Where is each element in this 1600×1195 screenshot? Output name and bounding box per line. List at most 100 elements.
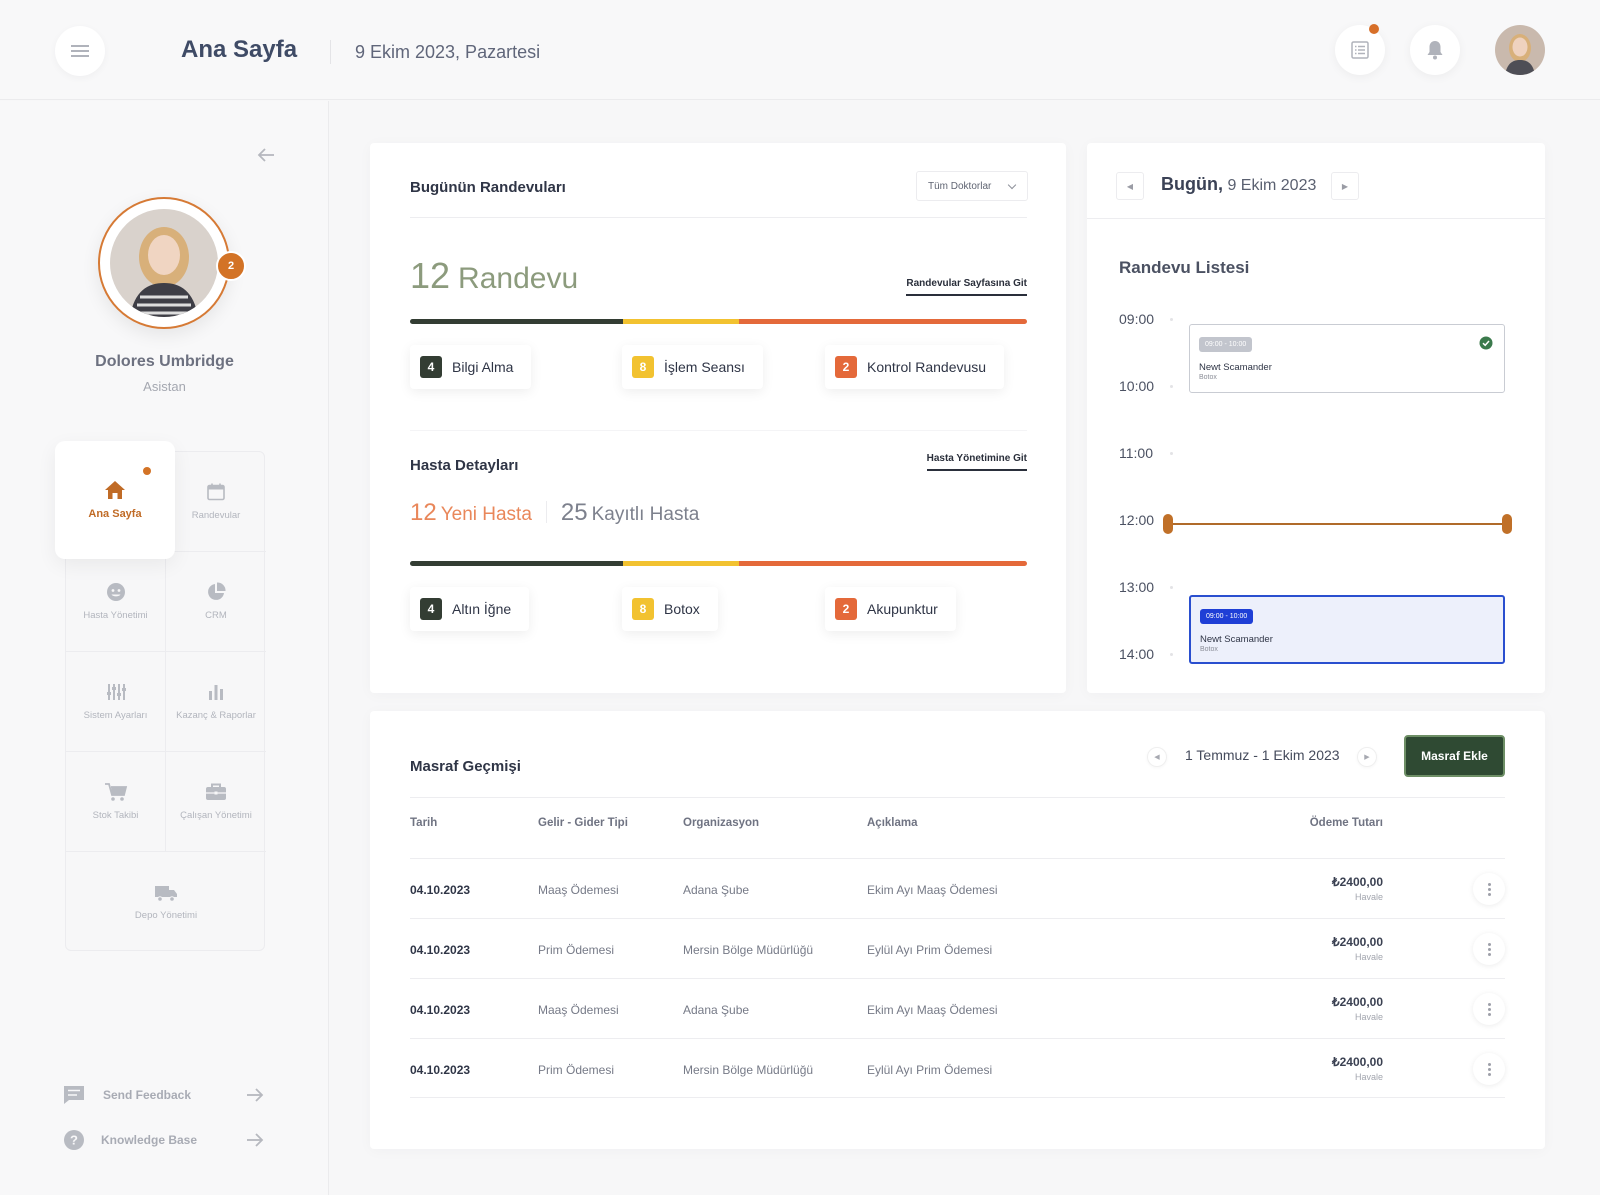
table-row[interactable]: 04.10.2023 Prim Ödemesi Mersin Bölge Müd… [410, 1038, 1505, 1098]
appointment-count: 12 Randevu [410, 255, 578, 297]
treatment-type-chip[interactable]: 4 Altın İğne [410, 587, 530, 631]
expense-history-card: Masraf Geçmişi ◀ 1 Temmuz - 1 Ekim 2023 … [370, 711, 1545, 1149]
chevron-left-icon: ◀ [1154, 754, 1160, 761]
cell-type: Maaş Ödemesi [538, 883, 619, 897]
arrow-right-icon [247, 1133, 264, 1147]
nav-item-crm[interactable]: CRM [166, 552, 266, 652]
chip-label: Bilgi Alma [452, 359, 514, 375]
row-actions-button[interactable] [1473, 873, 1505, 905]
collapse-sidebar-arrow-icon[interactable] [255, 144, 277, 166]
page-title: Ana Sayfa [181, 36, 298, 63]
registered-patient-count: 25 [560, 499, 588, 526]
column-header-amount[interactable]: Ödeme Tutarı [1309, 817, 1383, 829]
table-row[interactable]: 04.10.2023 Maaş Ödemesi Adana Şube Ekim … [410, 858, 1505, 918]
date-range: 1 Temmuz - 1 Ekim 2023 [1185, 747, 1340, 763]
nav-item-kazanc-raporlar[interactable]: Kazanç & Raporlar [166, 652, 266, 752]
nav-item-hasta-yonetimi[interactable]: Hasta Yönetimi [66, 552, 166, 652]
bell-icon [1427, 41, 1443, 60]
user-avatar[interactable] [1495, 25, 1545, 75]
nav-item-calisan-yonetimi[interactable]: Çalışan Yönetimi [166, 752, 266, 852]
chip-count: 4 [420, 356, 442, 378]
hour-tick [1170, 586, 1173, 589]
new-patient-label: Yeni Hasta [440, 504, 532, 525]
goto-appointments-link[interactable]: Randevular Sayfasına Git [906, 278, 1027, 296]
table-row[interactable]: 04.10.2023 Prim Ödemesi Mersin Bölge Müd… [410, 918, 1505, 978]
prev-day-button[interactable]: ◀ [1116, 172, 1144, 200]
chevron-right-icon: ▶ [1341, 181, 1349, 191]
prev-range-button[interactable]: ◀ [1147, 747, 1167, 767]
goto-patient-management-link[interactable]: Hasta Yönetimine Git [926, 453, 1027, 471]
bar-segment-altin-igne [410, 561, 623, 566]
column-header-description[interactable]: Açıklama [867, 817, 918, 829]
appointment-type-chip[interactable]: 4 Bilgi Alma [410, 345, 532, 389]
treatment-type-chip[interactable]: 8 Botox [622, 587, 718, 631]
row-actions-button[interactable] [1473, 1053, 1505, 1085]
nav-item-stok-takibi[interactable]: Stok Takibi [66, 752, 166, 852]
patient-distribution-bar [410, 561, 1027, 566]
calendar-appointment[interactable]: 09:00 - 10:00 Newt Scamander Botox [1189, 324, 1505, 393]
pie-chart-icon [208, 582, 226, 600]
appointment-patient-name: Newt Scamander [1199, 362, 1272, 373]
calendar-appointment[interactable]: 09:00 - 10:00 Newt Scamander Botox [1189, 595, 1505, 664]
task-list-button[interactable] [1335, 24, 1385, 75]
menu-button[interactable] [55, 26, 105, 76]
nav-item-ana-sayfa[interactable]: Ana Sayfa [55, 441, 175, 559]
knowledge-base-label: Knowledge Base [101, 1133, 198, 1147]
today-label: Bugün, [1161, 174, 1223, 194]
amount-value: ₺2400,00 [1331, 1055, 1383, 1069]
patient-icon [106, 583, 125, 601]
home-icon [105, 481, 125, 499]
sliders-icon [106, 684, 126, 700]
payment-method: Havale [1354, 892, 1383, 902]
cell-amount: ₺2400,00 Havale [1332, 1055, 1383, 1082]
chip-label: İşlem Seansı [664, 359, 745, 375]
appointment-count-unit: Randevu [458, 262, 579, 295]
nav-label: Stok Takibi [92, 810, 139, 821]
svg-text:?: ? [70, 1133, 78, 1148]
current-time-handle-right[interactable] [1502, 514, 1512, 534]
next-range-button[interactable]: ▶ [1357, 747, 1377, 767]
nav-item-sistem-ayarlari[interactable]: Sistem Ayarları [66, 652, 166, 752]
send-feedback-link[interactable]: Send Feedback [63, 1082, 265, 1108]
cell-description: Ekim Ayı Maaş Ödemesi [867, 883, 998, 897]
new-patient-count: 12 [410, 499, 437, 526]
appointment-type-chip[interactable]: 8 İşlem Seansı [622, 345, 763, 389]
doctor-filter-select[interactable]: Tüm Doktorlar [916, 171, 1028, 201]
profile-image [110, 209, 218, 317]
appointment-type-chip[interactable]: 2 Kontrol Randevusu [825, 345, 1005, 389]
payment-method: Havale [1354, 952, 1383, 962]
column-header-type[interactable]: Gelir - Gider Tipi [538, 817, 628, 829]
cell-type: Prim Ödemesi [538, 1063, 615, 1077]
current-time-handle-left[interactable] [1163, 514, 1173, 534]
chip-label: Altın İğne [452, 601, 512, 617]
table-row[interactable]: 04.10.2023 Maaş Ödemesi Adana Şube Ekim … [410, 978, 1505, 1038]
chip-label: Botox [664, 601, 700, 617]
next-day-button[interactable]: ▶ [1331, 172, 1359, 200]
appointment-count-number: 12 [410, 255, 451, 296]
appointment-calendar-card: ◀ Bugün, 9 Ekim 2023 ▶ Randevu Listesi 0… [1087, 143, 1545, 693]
treatment-type-chip[interactable]: 2 Akupunktur [825, 587, 956, 631]
divider [410, 430, 1027, 431]
hour-tick [1170, 318, 1173, 321]
cell-organization: Adana Şube [683, 1003, 750, 1017]
notifications-button[interactable] [1410, 25, 1460, 75]
list-icon [1351, 41, 1369, 59]
row-actions-button[interactable] [1473, 933, 1505, 965]
column-header-organization[interactable]: Organizasyon [683, 817, 760, 829]
row-actions-button[interactable] [1473, 993, 1505, 1025]
nav-item-depo-yonetimi[interactable]: Depo Yönetimi [66, 852, 266, 952]
hour-label: 11:00 [1119, 445, 1153, 461]
add-expense-button[interactable]: Masraf Ekle [1404, 735, 1505, 777]
column-header-date[interactable]: Tarih [410, 817, 438, 829]
doctor-filter-value: Tüm Doktorlar [928, 180, 992, 192]
amount-value: ₺2400,00 [1331, 995, 1383, 1009]
arrow-right-icon [247, 1088, 264, 1102]
amount-value: ₺2400,00 [1331, 875, 1383, 889]
nav-label: Sistem Ayarları [83, 710, 148, 721]
chip-label: Akupunktur [867, 601, 938, 617]
patient-stats: 12 Yeni Hasta 25 Kayıtlı Hasta [410, 499, 699, 527]
knowledge-base-link[interactable]: ? Knowledge Base [63, 1127, 265, 1153]
profile-photo[interactable]: 2 [98, 197, 246, 329]
cell-type: Maaş Ödemesi [538, 1003, 619, 1017]
nav-item-randevular[interactable]: Randevular [166, 452, 266, 552]
